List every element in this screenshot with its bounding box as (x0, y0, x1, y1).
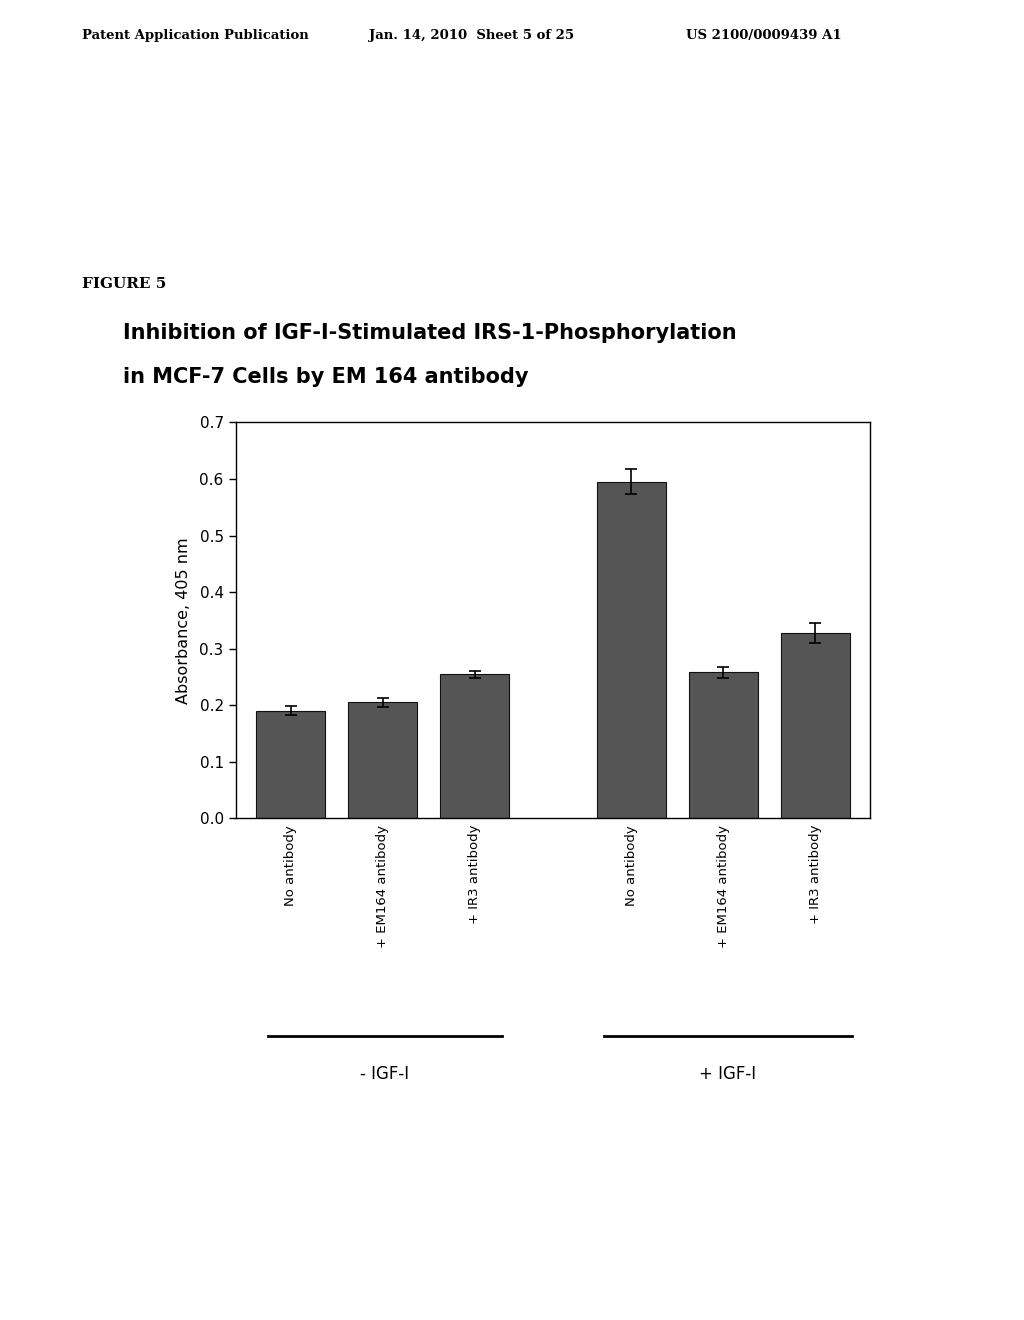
Text: - IGF-I: - IGF-I (360, 1065, 410, 1084)
Bar (780, 632, 850, 818)
Text: + EM164 antibody: + EM164 antibody (376, 825, 389, 948)
Text: in MCF-7 Cells by EM 164 antibody: in MCF-7 Cells by EM 164 antibody (123, 367, 528, 387)
Bar (256, 711, 326, 818)
Bar (440, 675, 509, 818)
Bar (597, 482, 666, 818)
Text: + IR3 antibody: + IR3 antibody (809, 825, 821, 924)
Text: US 2100/0009439 A1: US 2100/0009439 A1 (686, 29, 842, 42)
Text: No antibody: No antibody (625, 825, 638, 906)
Text: FIGURE 5: FIGURE 5 (82, 277, 166, 292)
Text: No antibody: No antibody (285, 825, 297, 906)
Text: + IR3 antibody: + IR3 antibody (468, 825, 481, 924)
Bar (348, 702, 417, 818)
Text: Jan. 14, 2010  Sheet 5 of 25: Jan. 14, 2010 Sheet 5 of 25 (369, 29, 573, 42)
Text: + IGF-I: + IGF-I (699, 1065, 757, 1084)
Bar (689, 672, 758, 818)
Text: Patent Application Publication: Patent Application Publication (82, 29, 308, 42)
Text: Inhibition of IGF-I-Stimulated IRS-1-Phosphorylation: Inhibition of IGF-I-Stimulated IRS-1-Pho… (123, 323, 736, 343)
Text: + EM164 antibody: + EM164 antibody (717, 825, 730, 948)
Y-axis label: Absorbance, 405 nm: Absorbance, 405 nm (176, 537, 191, 704)
